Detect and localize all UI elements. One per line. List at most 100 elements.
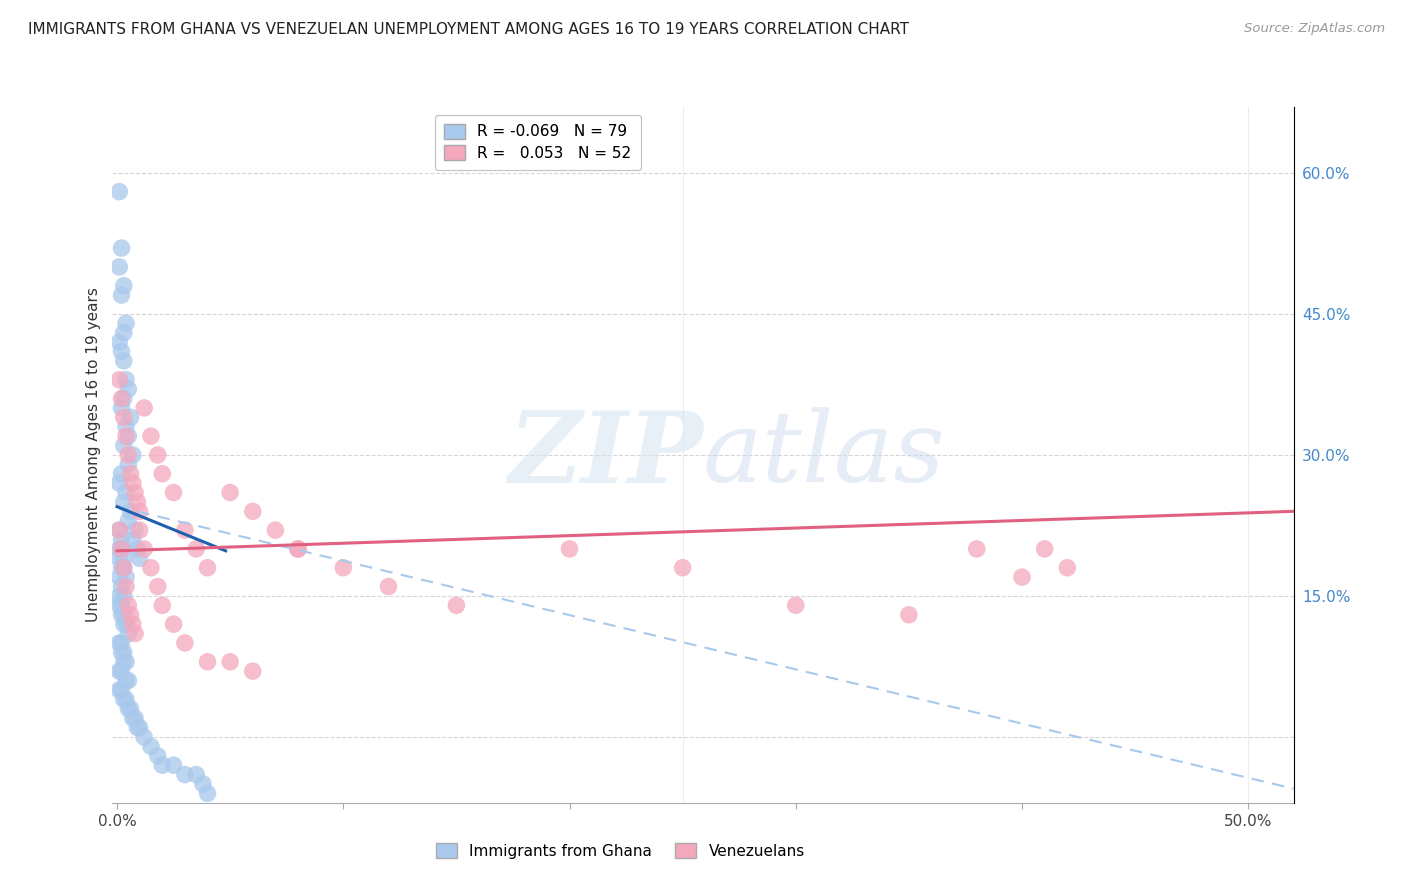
Point	[115, 429, 138, 443]
Point	[287, 541, 309, 556]
Point	[150, 467, 173, 481]
Point	[197, 786, 219, 800]
Point	[242, 664, 264, 678]
Point	[139, 739, 162, 754]
Y-axis label: Unemployment Among Ages 16 to 19 years: Unemployment Among Ages 16 to 19 years	[86, 287, 101, 623]
Point	[966, 541, 988, 556]
Point	[117, 599, 139, 613]
Text: atlas: atlas	[703, 408, 946, 502]
Point	[115, 617, 138, 632]
Point	[112, 560, 135, 574]
Point	[117, 382, 139, 396]
Point	[128, 551, 150, 566]
Point	[108, 523, 131, 537]
Point	[117, 626, 139, 640]
Point	[110, 401, 132, 415]
Point	[112, 617, 135, 632]
Point	[108, 636, 131, 650]
Point	[128, 523, 150, 537]
Point	[897, 607, 920, 622]
Point	[115, 673, 138, 688]
Point	[146, 448, 169, 462]
Point	[197, 560, 219, 574]
Point	[117, 673, 139, 688]
Point	[115, 570, 138, 584]
Point	[112, 354, 135, 368]
Point	[219, 485, 242, 500]
Point	[108, 551, 131, 566]
Point	[124, 523, 146, 537]
Point	[112, 392, 135, 406]
Point	[112, 551, 135, 566]
Point	[110, 392, 132, 406]
Legend: Immigrants from Ghana, Venezuelans: Immigrants from Ghana, Venezuelans	[430, 837, 811, 864]
Point	[112, 438, 135, 452]
Point	[110, 645, 132, 659]
Point	[108, 260, 131, 274]
Point	[121, 448, 143, 462]
Point	[110, 541, 132, 556]
Point	[124, 626, 146, 640]
Point	[558, 541, 581, 556]
Point	[112, 655, 135, 669]
Point	[110, 560, 132, 574]
Point	[134, 541, 156, 556]
Point	[110, 241, 132, 255]
Point	[186, 541, 208, 556]
Point	[121, 476, 143, 491]
Point	[672, 560, 695, 574]
Point	[120, 410, 142, 425]
Point	[110, 636, 132, 650]
Point	[134, 401, 156, 415]
Point	[120, 467, 142, 481]
Point	[139, 429, 162, 443]
Point	[150, 758, 173, 772]
Point	[115, 580, 138, 594]
Point	[173, 636, 195, 650]
Point	[162, 485, 184, 500]
Point	[127, 541, 149, 556]
Point	[173, 523, 195, 537]
Point	[150, 599, 173, 613]
Point	[146, 748, 169, 763]
Point	[117, 448, 139, 462]
Point	[1011, 570, 1033, 584]
Point	[127, 495, 149, 509]
Point	[117, 429, 139, 443]
Point	[108, 570, 131, 584]
Point	[112, 495, 135, 509]
Point	[117, 514, 139, 528]
Point	[110, 533, 132, 547]
Point	[112, 589, 135, 603]
Point	[121, 533, 143, 547]
Point	[124, 485, 146, 500]
Point	[219, 655, 242, 669]
Point	[110, 344, 132, 359]
Point	[115, 485, 138, 500]
Point	[115, 316, 138, 330]
Point	[112, 326, 135, 340]
Point	[173, 767, 195, 781]
Point	[1033, 541, 1056, 556]
Point	[115, 419, 138, 434]
Point	[108, 185, 131, 199]
Point	[120, 607, 142, 622]
Point	[162, 617, 184, 632]
Point	[112, 560, 135, 574]
Point	[242, 504, 264, 518]
Point	[112, 410, 135, 425]
Point	[117, 702, 139, 716]
Point	[112, 278, 135, 293]
Point	[115, 655, 138, 669]
Point	[197, 655, 219, 669]
Point	[785, 599, 807, 613]
Point	[108, 476, 131, 491]
Point	[128, 504, 150, 518]
Point	[108, 523, 131, 537]
Point	[110, 288, 132, 302]
Point	[139, 560, 162, 574]
Point	[108, 599, 131, 613]
Point	[112, 692, 135, 706]
Point	[134, 730, 156, 744]
Point	[112, 607, 135, 622]
